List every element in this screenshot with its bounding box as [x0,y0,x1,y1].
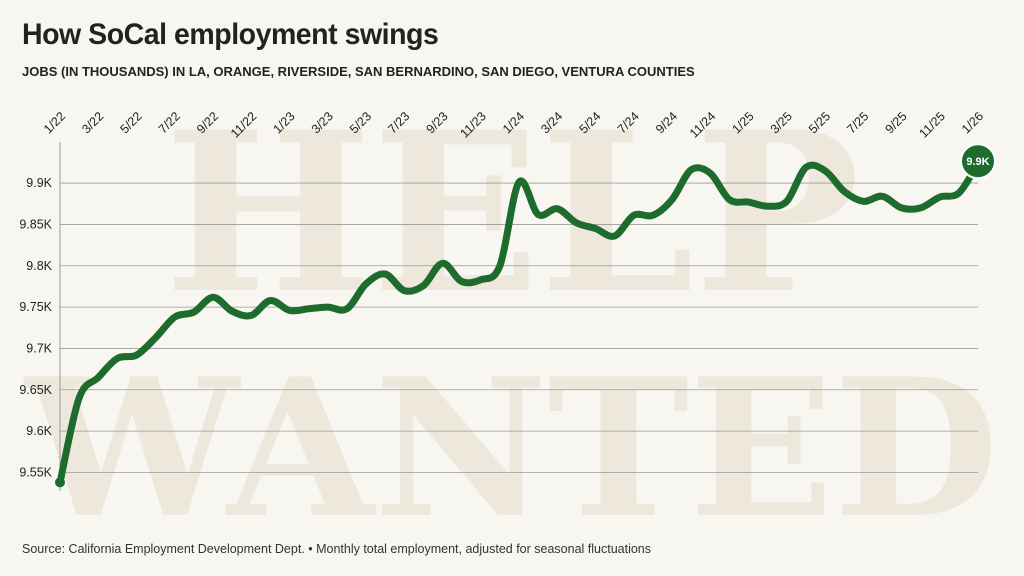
y-tick-label: 9.65K [19,383,52,397]
x-tick-label: 3/25 [768,109,795,136]
x-tick-label: 7/22 [156,109,183,136]
x-tick-label: 5/22 [118,109,145,136]
x-tick-label: 9/22 [194,109,221,136]
x-tick-label: 3/24 [538,109,565,136]
x-tick-label: 5/25 [806,109,833,136]
x-tick-label: 5/24 [577,109,604,136]
x-tick-label: 11/22 [228,109,259,140]
series-line-layer [55,159,982,488]
y-tick-label: 9.6K [26,424,52,438]
x-tick-label: 11/24 [687,109,718,140]
x-tick-label: 9/24 [653,109,680,136]
y-axis-tick-labels: 9.55K 9.6K 9.65K 9.7K 9.75K 9.8K 9.85K 9.9K [19,176,52,479]
x-tick-label: 11/25 [917,109,948,140]
y-tick-label: 9.85K [19,217,52,231]
x-tick-label: 5/23 [347,109,374,136]
chart-subtitle: JOBS (IN THOUSANDS) IN LA, ORANGE, RIVER… [22,64,695,79]
x-tick-label: 7/23 [385,109,412,136]
x-tick-label: 1/24 [500,109,527,136]
end-value-marker: 9.9K [960,143,996,180]
x-tick-label: 3/22 [79,109,106,136]
x-tick-label: 1/22 [41,109,68,136]
x-tick-label: 1/23 [271,109,298,136]
x-tick-label: 9/25 [883,109,910,136]
x-tick-label: 7/24 [615,109,642,136]
x-tick-label: 7/25 [844,109,871,136]
x-tick-label: 9/23 [424,109,451,136]
end-point-marker [960,143,996,180]
chart-title: How SoCal employment swings [22,18,439,51]
x-tick-label: 1/26 [959,109,986,136]
source-note: Source: California Employment Developmen… [22,542,651,556]
x-axis-tick-labels: 1/22 3/22 5/22 7/22 9/22 11/22 1/23 3/23 5/23 7/2… [41,109,986,140]
y-tick-label: 9.8K [26,259,52,273]
x-tick-label: 11/23 [458,109,489,140]
employment-series-line [56,159,982,486]
x-tick-label: 3/23 [309,109,336,136]
y-tick-label: 9.7K [26,341,52,355]
y-tick-label: 9.75K [19,300,52,314]
y-tick-label: 9.55K [19,465,52,479]
watermark-line-wanted: WANTED [23,337,998,560]
y-tick-label: 9.9K [26,176,52,190]
x-tick-label: 1/25 [730,109,757,136]
gridlines [59,142,978,491]
end-value-label: 9.9K [966,156,989,168]
start-point [55,477,65,488]
